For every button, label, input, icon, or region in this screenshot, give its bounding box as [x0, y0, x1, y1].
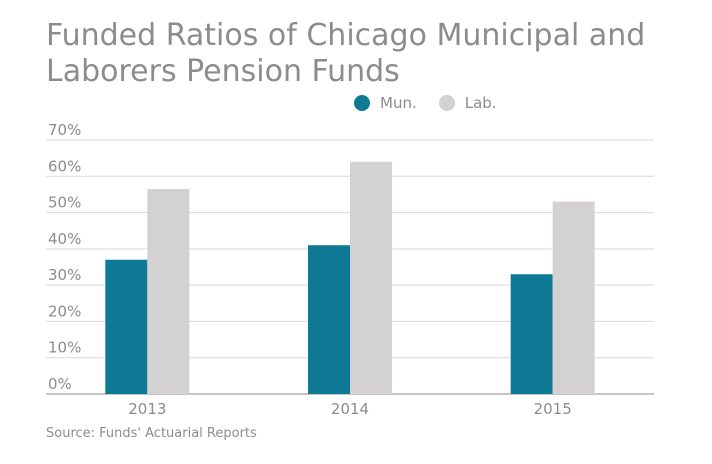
bar-mun-2015	[510, 274, 553, 394]
y-tick-label: 50%	[48, 194, 81, 212]
y-tick-label: 60%	[48, 157, 81, 175]
chart-title-line-1: Funded Ratios of Chicago Municipal and	[46, 18, 646, 53]
y-tick-label: 40%	[48, 230, 81, 248]
x-tick-label: 2015	[534, 400, 572, 418]
legend-label-lab: Lab.	[464, 94, 497, 112]
bar-mun-2013	[105, 259, 148, 394]
chart-title: Funded Ratios of Chicago Municipal and L…	[46, 18, 696, 90]
y-tick-label: 30%	[48, 266, 81, 284]
bar-lab-2014	[350, 161, 392, 394]
y-tick-label: 20%	[48, 302, 81, 320]
legend-swatch-lab	[438, 95, 455, 111]
x-tick-label: 2014	[331, 400, 369, 418]
legend-label-mun: Mun.	[380, 94, 417, 112]
bar-lab-2013	[147, 188, 190, 394]
y-tick-label: 70%	[48, 121, 81, 139]
y-tick-label: 10%	[48, 339, 81, 357]
legend-item-mun: Mun.	[354, 94, 417, 112]
legend-item-lab: Lab.	[438, 94, 497, 112]
bar-lab-2015	[552, 201, 595, 394]
y-tick-label: 0%	[48, 375, 72, 393]
source-note: Source: Funds' Actuarial Reports	[46, 426, 257, 441]
bar-mun-2014	[308, 245, 350, 394]
legend-swatch-mun	[354, 95, 370, 111]
x-tick-label: 2013	[128, 400, 166, 418]
chart-legend: Mun. Lab.	[354, 94, 519, 112]
chart-title-line-2: Laborers Pension Funds	[46, 54, 400, 89]
